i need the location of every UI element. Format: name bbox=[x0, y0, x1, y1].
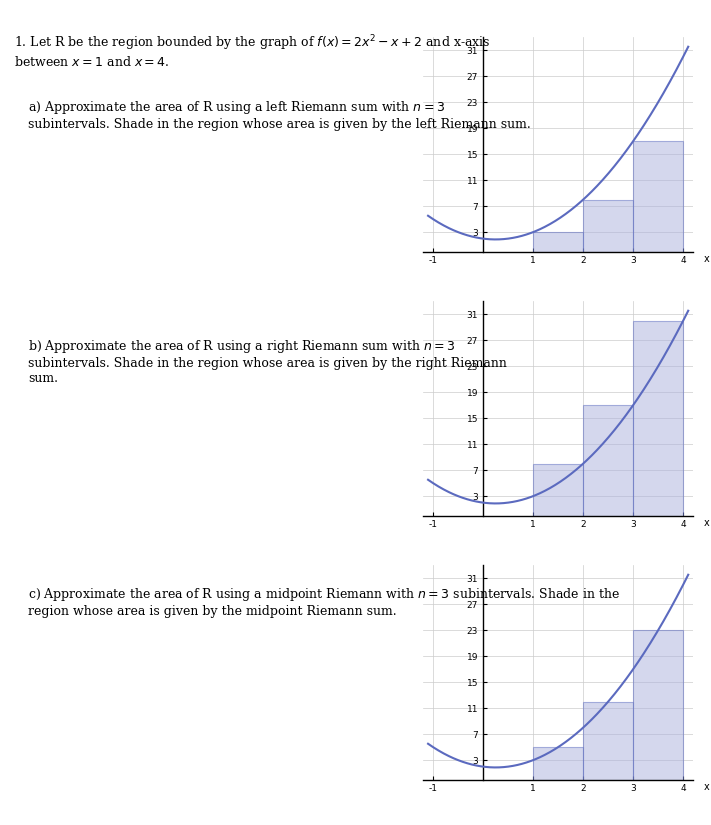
Text: b) Approximate the area of R using a right Riemann sum with $n = 3$
subintervals: b) Approximate the area of R using a rig… bbox=[28, 338, 508, 385]
Bar bbox=[634, 141, 683, 252]
Bar bbox=[533, 464, 583, 516]
Bar bbox=[583, 701, 634, 780]
Text: 1. Let R be the region bounded by the graph of $f(x) = 2x^2 - x + 2$ and x-axis
: 1. Let R be the region bounded by the gr… bbox=[14, 33, 491, 68]
X-axis label: x: x bbox=[704, 254, 710, 264]
Bar bbox=[634, 321, 683, 516]
Bar bbox=[634, 630, 683, 780]
X-axis label: x: x bbox=[704, 518, 710, 528]
Text: c) Approximate the area of R using a midpoint Riemann with $n = 3$ subintervals.: c) Approximate the area of R using a mid… bbox=[28, 586, 620, 618]
Bar bbox=[583, 200, 634, 252]
Bar bbox=[583, 405, 634, 516]
Bar bbox=[533, 232, 583, 252]
X-axis label: x: x bbox=[704, 782, 710, 792]
Bar bbox=[533, 747, 583, 780]
Text: a) Approximate the area of R using a left Riemann sum with $n = 3$
subintervals.: a) Approximate the area of R using a lef… bbox=[28, 99, 531, 131]
